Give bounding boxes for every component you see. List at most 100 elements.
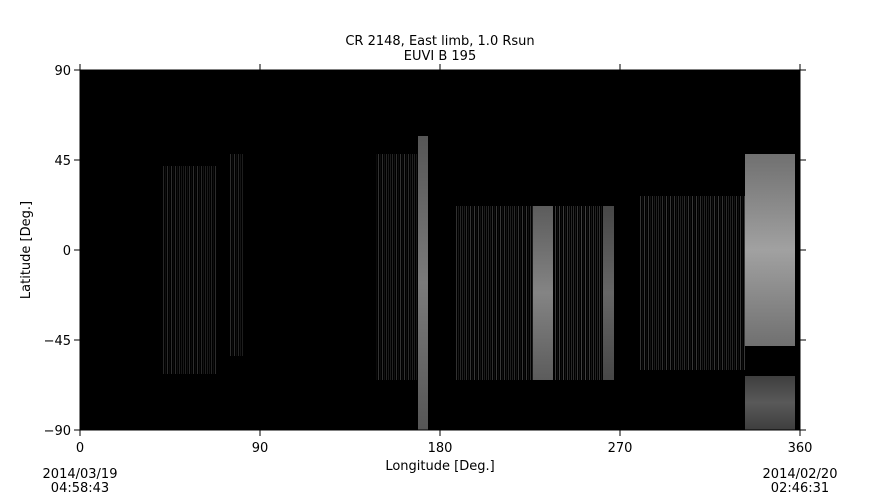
band-stripe bbox=[524, 206, 525, 380]
band-stripe bbox=[510, 206, 511, 380]
band-stripe bbox=[706, 196, 707, 370]
band-stripe bbox=[398, 154, 399, 380]
chart-subtitle: EUVI B 195 bbox=[404, 49, 476, 64]
band-stripe bbox=[680, 196, 681, 370]
band-stripe bbox=[658, 196, 659, 370]
band-stripe bbox=[593, 206, 594, 380]
band-stripe bbox=[720, 196, 721, 370]
band-stripe bbox=[595, 206, 596, 380]
band-stripe bbox=[187, 166, 188, 374]
band-stripe bbox=[532, 206, 533, 380]
band-stripe bbox=[734, 196, 735, 370]
band-stripe bbox=[402, 154, 403, 380]
band-stripe bbox=[688, 196, 689, 370]
band-stripe bbox=[730, 196, 731, 370]
band-stripe bbox=[384, 154, 385, 380]
end-date: 2014/02/20 bbox=[763, 467, 838, 482]
band-stripe bbox=[207, 166, 208, 374]
band-stripe bbox=[191, 166, 192, 374]
band-stripe bbox=[404, 154, 405, 380]
band-stripe bbox=[678, 196, 679, 370]
band-stripe bbox=[652, 196, 653, 370]
x-tick-label: 270 bbox=[608, 441, 633, 456]
band-stripe bbox=[682, 196, 683, 370]
x-tick-label: 0 bbox=[76, 441, 84, 456]
map-bands bbox=[163, 136, 795, 430]
band-stripe bbox=[557, 206, 558, 380]
band-stripe bbox=[646, 196, 647, 370]
band-stripe bbox=[601, 206, 602, 380]
band-stripe bbox=[183, 166, 184, 374]
band-stripe bbox=[724, 196, 725, 370]
start-date: 2014/03/19 bbox=[43, 467, 118, 482]
band-stripe bbox=[644, 196, 645, 370]
axes: 0 90 180 270 360 90 45 0 −45 −90 bbox=[44, 64, 812, 456]
band-stripe bbox=[193, 166, 194, 374]
band-stripe bbox=[213, 166, 214, 374]
band-stripe bbox=[173, 166, 174, 374]
band-stripe bbox=[702, 196, 703, 370]
band-region bbox=[603, 206, 614, 380]
band-stripe bbox=[474, 206, 475, 380]
band-stripe bbox=[587, 206, 588, 380]
band-stripe bbox=[215, 166, 216, 374]
x-tick-label: 180 bbox=[428, 441, 453, 456]
band-stripe bbox=[530, 206, 531, 380]
band-stripe bbox=[714, 196, 715, 370]
band-stripe bbox=[199, 166, 200, 374]
band-stripe bbox=[189, 166, 190, 374]
band-stripe bbox=[708, 196, 709, 370]
band-stripe bbox=[382, 154, 383, 380]
band-stripe bbox=[394, 154, 395, 380]
band-stripe bbox=[561, 206, 562, 380]
x-axis-label: Longitude [Deg.] bbox=[385, 459, 494, 474]
band-stripe bbox=[712, 196, 713, 370]
band-stripe bbox=[585, 206, 586, 380]
band-stripe bbox=[718, 196, 719, 370]
band-stripe bbox=[728, 196, 729, 370]
band-stripe bbox=[486, 206, 487, 380]
band-stripe bbox=[464, 206, 465, 380]
band-stripe bbox=[742, 196, 743, 370]
band-stripe bbox=[211, 166, 212, 374]
y-tick-label: −90 bbox=[44, 424, 71, 439]
band-stripe bbox=[504, 206, 505, 380]
band-stripe bbox=[666, 196, 667, 370]
band-stripe bbox=[502, 206, 503, 380]
band-stripe bbox=[686, 196, 687, 370]
band-stripe bbox=[716, 196, 717, 370]
band-stripe bbox=[498, 206, 499, 380]
band-stripe bbox=[516, 206, 517, 380]
band-stripe bbox=[589, 206, 590, 380]
band-stripe bbox=[392, 154, 393, 380]
band-stripe bbox=[672, 196, 673, 370]
band-stripe bbox=[236, 154, 237, 356]
band-stripe bbox=[684, 196, 685, 370]
band-stripe bbox=[704, 196, 705, 370]
band-stripe bbox=[460, 206, 461, 380]
y-axis-label: Latitude [Deg.] bbox=[19, 201, 34, 299]
band-stripe bbox=[569, 206, 570, 380]
band-stripe bbox=[232, 154, 233, 356]
band-stripe bbox=[579, 206, 580, 380]
band-stripe bbox=[690, 196, 691, 370]
band-stripe bbox=[195, 166, 196, 374]
band-stripe bbox=[482, 206, 483, 380]
band-stripe bbox=[698, 196, 699, 370]
band-stripe bbox=[470, 206, 471, 380]
band-stripe bbox=[500, 206, 501, 380]
band-stripe bbox=[410, 154, 411, 380]
band-stripe bbox=[514, 206, 515, 380]
band-stripe bbox=[458, 206, 459, 380]
band-stripe bbox=[694, 196, 695, 370]
x-tick-label: 90 bbox=[252, 441, 269, 456]
band-stripe bbox=[185, 166, 186, 374]
band-stripe bbox=[396, 154, 397, 380]
band-stripe bbox=[386, 154, 387, 380]
band-stripe bbox=[710, 196, 711, 370]
band-stripe bbox=[177, 166, 178, 374]
band-stripe bbox=[565, 206, 566, 380]
band-stripe bbox=[388, 154, 389, 380]
band-stripe bbox=[738, 196, 739, 370]
